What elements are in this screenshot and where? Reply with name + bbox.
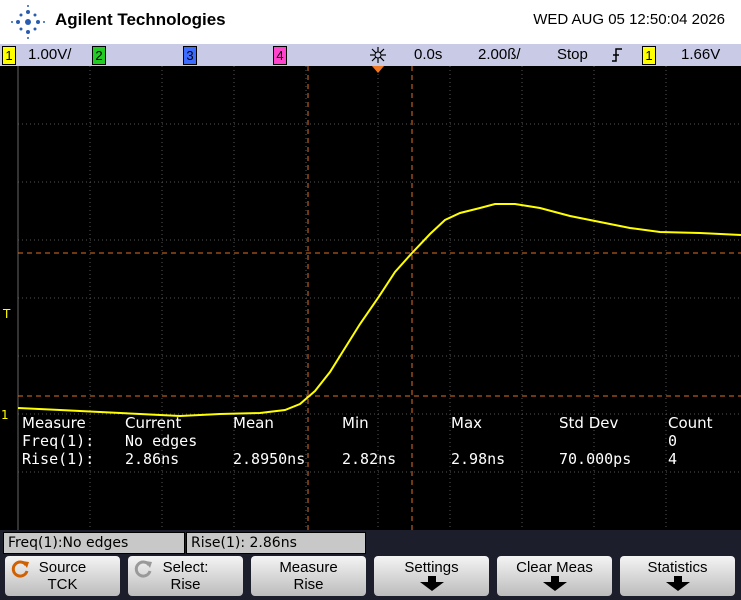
table-cell: 2.8950ns (233, 450, 306, 468)
table-header: Measure (22, 414, 86, 432)
softkey[interactable]: Clear Meas (497, 556, 612, 596)
brand: Agilent Technologies (55, 10, 226, 29)
measurement-table: Measure Current Mean Min Max Std Dev Count Freq… (0, 414, 741, 474)
table-cell: 2.82ns (342, 450, 397, 468)
readout: Rise(1): 2.86ns (186, 532, 366, 554)
table-header: Max (451, 414, 483, 432)
table-cell: 2.98ns (451, 450, 506, 468)
channel-4-badge[interactable]: 4 (273, 46, 287, 65)
trigger-position-marker (372, 66, 384, 73)
header: Agilent Technologies WED AUG 05 12:50:04… (0, 0, 741, 44)
status-bar: 1 1.00V/ 2 3 4 0.0s 2.00ß/ Stop 1 1.66V (0, 44, 741, 66)
softkey[interactable]: Source TCK (5, 556, 120, 596)
table-cell: 2.86ns (125, 450, 180, 468)
cursors (18, 66, 741, 530)
table-cell: 0 (668, 432, 678, 450)
rotate-icon (134, 560, 152, 578)
table-cell: Rise(1): (22, 450, 95, 468)
softkey-label: Rise (293, 576, 324, 593)
table-header: Std Dev (559, 414, 619, 432)
trigger-level: 1.66V (681, 46, 721, 63)
delay: 0.0s (414, 46, 443, 63)
table-header: Min (342, 414, 369, 432)
run-state: Stop (557, 46, 588, 63)
trigger-level-marker: T (2, 307, 11, 321)
logo (11, 5, 45, 39)
channel-2-badge[interactable]: 2 (92, 46, 106, 65)
trigger-icon (370, 47, 386, 63)
ch1-trace (17, 203, 741, 418)
table-header: Current (125, 414, 182, 432)
table-cell: 4 (668, 450, 678, 468)
softkey[interactable]: Select: Rise (128, 556, 243, 596)
channel-3-badge[interactable]: 3 (183, 46, 197, 65)
waveform-display: T 1 (0, 66, 741, 530)
softkey[interactable]: Statistics (620, 556, 735, 596)
datetime: WED AUG 05 12:50:04 2026 (533, 11, 725, 28)
softkey-label: Source (38, 559, 87, 576)
softkey-label: Rise (170, 576, 201, 593)
table-cell: No edges (125, 432, 198, 450)
readout: Freq(1):No edges (3, 532, 185, 554)
softkey[interactable]: Measure Rise (251, 556, 366, 596)
ch1-scale: 1.00V/ (28, 46, 72, 63)
ch1-ground-marker: 1 (1, 408, 9, 422)
table-header: Count (668, 414, 713, 432)
arrow-icon (419, 576, 444, 591)
softkey-label: Measure (279, 559, 338, 576)
table-cell: Freq(1): (22, 432, 95, 450)
softkey-label: TCK (47, 576, 78, 593)
softkey-label: Settings (404, 559, 459, 576)
timebase: 2.00ß/ (478, 46, 521, 63)
softkey-label: Statistics (647, 559, 708, 576)
arrow-icon (665, 576, 690, 591)
softkey-label: Clear Meas (516, 559, 593, 576)
rotate-icon (11, 560, 29, 578)
trigger-channel-badge: 1 (642, 46, 656, 65)
arrow-icon (542, 576, 567, 591)
table-header: Mean (233, 414, 274, 432)
softkey-label: Select: (162, 559, 209, 576)
edge-icon (612, 48, 622, 62)
softkey[interactable]: Settings (374, 556, 489, 596)
table-cell: 70.000ps (559, 450, 632, 468)
channel-1-badge[interactable]: 1 (2, 46, 16, 65)
